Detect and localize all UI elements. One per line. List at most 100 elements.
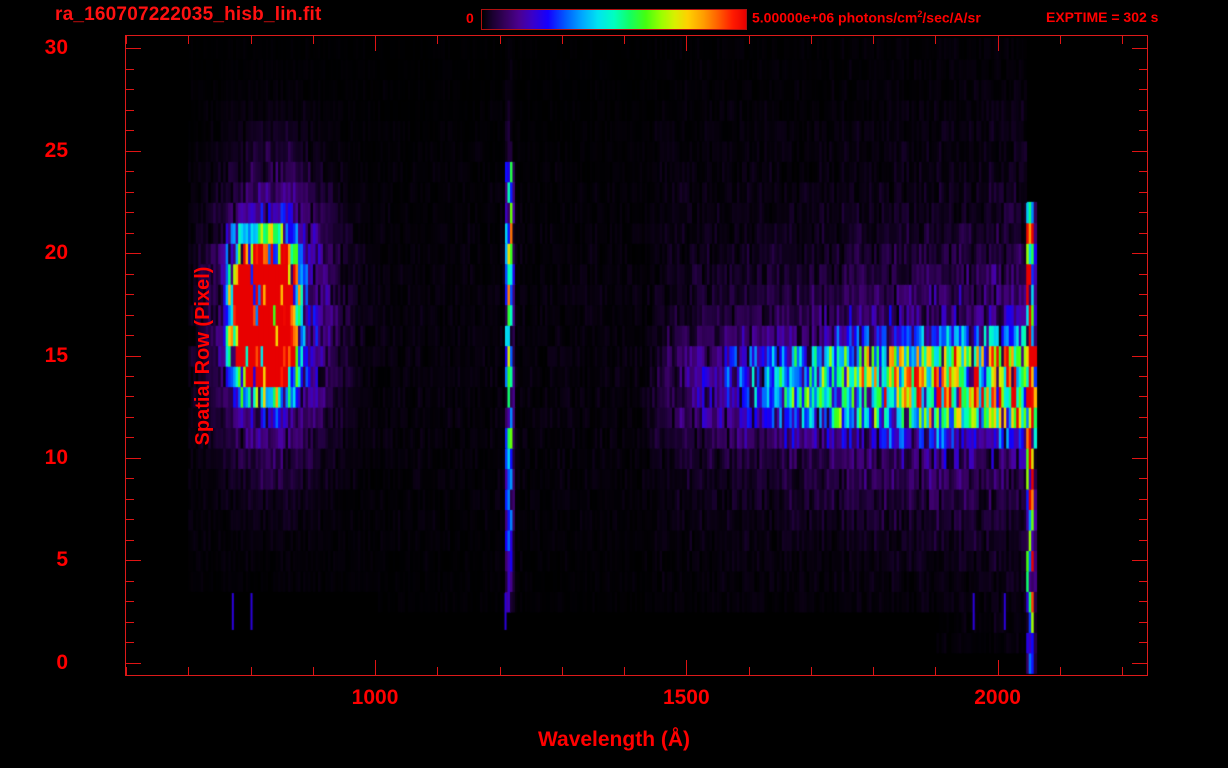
y-axis-major-tick — [1132, 355, 1147, 357]
y-axis-title: Spatial Row (Pixel) — [191, 266, 214, 445]
y-axis-minor-tick — [1139, 396, 1147, 398]
x-axis-minor-tick — [250, 36, 252, 44]
y-axis-major-tick — [126, 662, 141, 664]
x-axis-minor-tick — [126, 36, 127, 44]
exposure-time-label: EXPTIME = 302 s — [1046, 9, 1159, 25]
x-axis-minor-tick — [250, 667, 252, 675]
x-axis-minor-tick — [748, 36, 750, 44]
y-axis-minor-tick — [1139, 642, 1147, 644]
y-axis-minor-tick — [1139, 68, 1147, 70]
y-axis-tick-label: 0 — [56, 650, 68, 674]
colorbar-max-suffix: /sec/A/sr — [922, 9, 981, 26]
y-axis-minor-tick — [1139, 273, 1147, 275]
x-axis-minor-tick — [437, 36, 439, 44]
y-axis-minor-tick — [1139, 89, 1147, 91]
x-axis-minor-tick — [748, 667, 750, 675]
y-axis-major-tick — [126, 150, 141, 152]
x-axis-minor-tick — [188, 667, 190, 675]
colorbar-max-prefix: 5.00000e+06 photons/cm — [752, 9, 918, 26]
x-axis-minor-tick — [935, 667, 937, 675]
colorbar-max-exponent: 2 — [917, 9, 923, 19]
y-axis-minor-tick — [126, 580, 134, 582]
y-axis-minor-tick — [1139, 212, 1147, 214]
y-axis-tick-label: 5 — [56, 548, 68, 572]
y-axis-minor-tick — [126, 130, 134, 132]
y-axis-minor-tick — [1139, 191, 1147, 193]
y-axis-minor-tick — [1139, 314, 1147, 316]
y-axis-minor-tick — [126, 273, 134, 275]
x-axis-major-tick — [686, 660, 688, 675]
y-axis-minor-tick — [126, 191, 134, 193]
y-axis-major-tick — [1132, 662, 1147, 664]
y-axis-tick-label: 30 — [44, 36, 68, 60]
y-axis-minor-tick — [1139, 171, 1147, 173]
y-axis-minor-tick — [126, 294, 134, 296]
y-axis-major-tick — [1132, 560, 1147, 562]
x-axis-minor-tick — [561, 667, 563, 675]
x-axis-minor-tick — [873, 667, 875, 675]
x-axis-minor-tick — [1122, 667, 1124, 675]
y-axis-minor-tick — [1139, 519, 1147, 521]
y-axis-minor-tick — [1139, 621, 1147, 623]
x-axis-minor-tick — [126, 667, 127, 675]
y-axis-minor-tick — [126, 314, 134, 316]
x-axis-minor-tick — [935, 36, 937, 44]
x-axis-minor-tick — [561, 36, 563, 44]
y-axis-minor-tick — [1139, 478, 1147, 480]
x-axis-minor-tick — [499, 36, 501, 44]
y-axis-tick-label: 15 — [44, 343, 68, 367]
y-axis-minor-tick — [1139, 130, 1147, 132]
y-axis-minor-tick — [126, 539, 134, 541]
y-axis-minor-tick — [126, 212, 134, 214]
y-axis-major-tick — [126, 560, 141, 562]
y-axis-major-tick — [126, 253, 141, 255]
x-axis-minor-tick — [188, 36, 190, 44]
x-axis-major-tick — [375, 36, 377, 51]
y-axis-minor-tick — [126, 601, 134, 603]
colorbar-min-label: 0 — [466, 10, 474, 26]
spectrogram-image — [126, 36, 1147, 675]
x-axis-minor-tick — [873, 36, 875, 44]
x-axis-minor-tick — [312, 667, 314, 675]
x-axis-major-tick — [997, 660, 999, 675]
y-axis-minor-tick — [126, 171, 134, 173]
colorbar-gradient — [481, 9, 747, 30]
y-axis-minor-tick — [1139, 109, 1147, 111]
x-axis-tick-label: 2000 — [974, 686, 1021, 709]
y-axis-major-tick — [126, 457, 141, 459]
y-axis-minor-tick — [126, 642, 134, 644]
y-axis-major-tick — [1132, 150, 1147, 152]
heatmap-plot-area — [126, 36, 1147, 675]
y-axis-minor-tick — [126, 68, 134, 70]
x-axis-minor-tick — [499, 667, 501, 675]
y-axis-minor-tick — [1139, 294, 1147, 296]
y-axis-minor-tick — [126, 416, 134, 418]
y-axis-minor-tick — [126, 478, 134, 480]
y-axis-minor-tick — [1139, 437, 1147, 439]
y-axis-minor-tick — [1139, 416, 1147, 418]
y-axis-minor-tick — [126, 437, 134, 439]
y-axis-minor-tick — [126, 232, 134, 234]
y-axis-major-tick — [126, 48, 141, 50]
y-axis-minor-tick — [126, 109, 134, 111]
y-axis-minor-tick — [1139, 232, 1147, 234]
y-axis-major-tick — [1132, 457, 1147, 459]
x-axis-major-tick — [997, 36, 999, 51]
x-axis-major-tick — [375, 660, 377, 675]
y-axis-minor-tick — [1139, 601, 1147, 603]
x-axis-minor-tick — [437, 667, 439, 675]
y-axis-minor-tick — [1139, 539, 1147, 541]
x-axis-minor-tick — [1122, 36, 1124, 44]
y-axis-minor-tick — [1139, 375, 1147, 377]
y-axis-tick-label: 10 — [44, 445, 68, 469]
x-axis-tick-label: 1000 — [351, 686, 399, 709]
x-axis-minor-tick — [810, 667, 812, 675]
y-axis-minor-tick — [1139, 580, 1147, 582]
x-axis-minor-tick — [1059, 36, 1061, 44]
y-axis-minor-tick — [126, 375, 134, 377]
y-axis-major-tick — [126, 355, 141, 357]
y-axis-minor-tick — [1139, 335, 1147, 337]
y-axis-minor-tick — [126, 498, 134, 500]
page-title: ra_160707222035_hisb_lin.fit — [55, 4, 322, 25]
